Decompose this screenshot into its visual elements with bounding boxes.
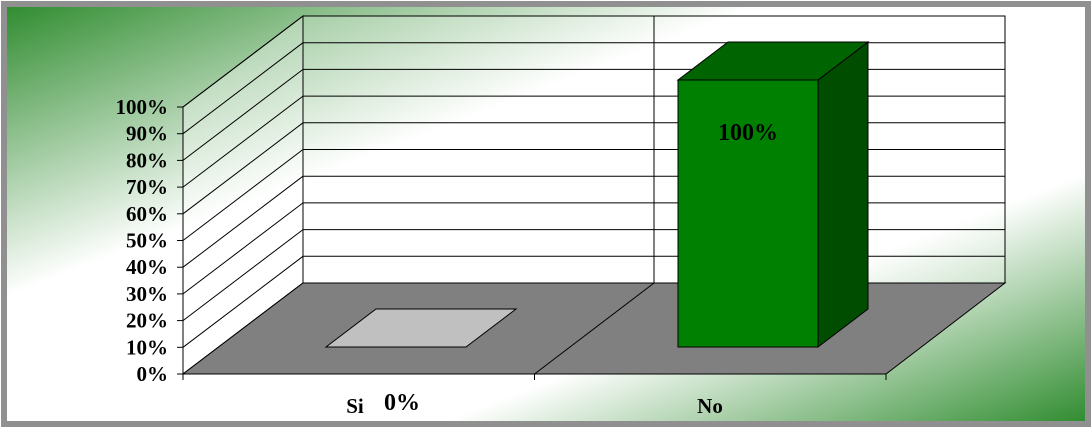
side-gridline [182,175,304,268]
bar-si [324,308,518,348]
y-tick-label: 90% [126,122,168,146]
y-tick-label: 20% [126,309,168,333]
category-label-si: Si [346,394,364,418]
side-gridline [182,202,304,295]
floor-divider [534,282,655,375]
side-gridline [182,69,304,161]
bar-side-no [817,40,869,349]
side-gridline [182,122,304,215]
y-tick-label: 100% [116,95,169,119]
bar-top-no [676,41,870,81]
y-tick-label: 50% [126,229,168,253]
y-tick-label: 70% [126,175,168,199]
y-tick-label: 0% [137,362,169,386]
side-gridline [182,255,304,348]
category-label-no: No [697,394,723,418]
side-gridline [182,15,304,108]
side-gridline [182,42,304,135]
y-tick-label: 30% [126,282,168,306]
side-gridline [182,229,304,321]
y-tick-label: 60% [126,202,168,226]
side-gridline [182,149,304,241]
data-label-no: 100% [718,120,778,146]
y-tick-label: 40% [126,255,168,279]
plot-area: 0% 10%20% 30% 40%50% 60% 70% 80%90% 100% 0% Si 100… [116,14,1007,418]
y-tick-label: 10% [126,335,168,359]
y-tick-label: 80% [126,148,168,172]
side-gridline [182,95,304,188]
data-label-si: 0% [384,390,420,416]
